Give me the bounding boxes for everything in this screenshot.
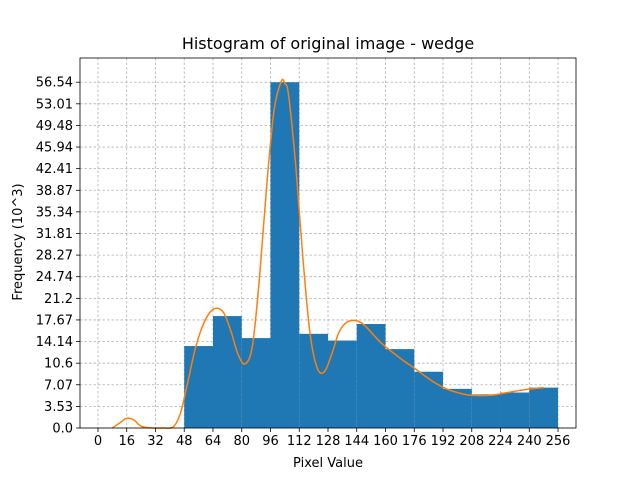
y-tick-label: 14.14: [36, 335, 73, 350]
y-tick-label: 17.67: [36, 313, 73, 328]
x-tick-label: 16: [118, 434, 135, 449]
x-tick-label: 128: [316, 434, 341, 449]
histogram-bar: [385, 349, 415, 428]
histogram-bar: [529, 387, 559, 428]
histogram-bar: [184, 346, 213, 428]
chart-title: Histogram of original image - wedge: [182, 34, 474, 53]
histogram-bar: [414, 371, 444, 428]
y-tick-label: 24.74: [36, 270, 73, 285]
y-tick-label: 31.81: [36, 227, 73, 242]
x-axis-ticks: 0 16 32 48 64 80 96 112 128 144 160 176 192 208 224 240…: [94, 428, 571, 449]
y-tick-label: 56.54: [36, 76, 73, 91]
x-tick-label: 208: [459, 434, 484, 449]
histogram-bar: [270, 82, 300, 428]
y-axis-ticks: 0.0 3.53 7.07 10.6 14.14 17.67 21.2 24.74 28.27 3…: [36, 76, 80, 437]
x-tick-label: 112: [287, 434, 312, 449]
x-tick-label: 80: [233, 434, 250, 449]
x-tick-label: 224: [488, 434, 513, 449]
histogram-bar: [500, 392, 530, 428]
y-tick-label: 0.0: [52, 422, 73, 437]
x-tick-label: 144: [344, 434, 369, 449]
y-tick-label: 21.2: [44, 292, 73, 307]
histogram-bar: [241, 338, 271, 428]
histogram-bar: [299, 333, 328, 428]
y-axis-title: Frequency (10^3): [11, 183, 26, 300]
histogram-bar: [212, 316, 242, 428]
x-tick-label: 160: [373, 434, 398, 449]
density-curve: [111, 78, 544, 430]
x-tick-label: 176: [402, 434, 427, 449]
y-tick-label: 3.53: [44, 400, 73, 415]
histogram-bar: [471, 394, 501, 428]
x-tick-label: 240: [517, 434, 542, 449]
y-tick-label: 35.34: [36, 205, 73, 220]
x-tick-label: 64: [205, 434, 222, 449]
y-tick-label: 10.6: [44, 357, 73, 372]
y-tick-label: 28.27: [36, 249, 73, 264]
y-tick-label: 42.41: [36, 162, 73, 177]
x-tick-label: 48: [176, 434, 193, 449]
histogram-bar: [328, 340, 357, 428]
histogram-bar: [356, 324, 386, 428]
y-tick-label: 7.07: [44, 378, 73, 393]
x-tick-label: 0: [94, 434, 102, 449]
x-tick-label: 192: [431, 434, 456, 449]
y-tick-label: 38.87: [36, 184, 73, 199]
x-tick-label: 256: [546, 434, 571, 449]
y-tick-label: 45.94: [36, 141, 73, 156]
y-tick-label: 49.48: [36, 119, 73, 134]
y-tick-label: 53.01: [36, 97, 73, 112]
x-tick-label: 32: [147, 434, 164, 449]
x-tick-label: 96: [262, 434, 279, 449]
histogram-bars: [184, 82, 559, 428]
x-axis-title: Pixel Value: [293, 456, 363, 471]
